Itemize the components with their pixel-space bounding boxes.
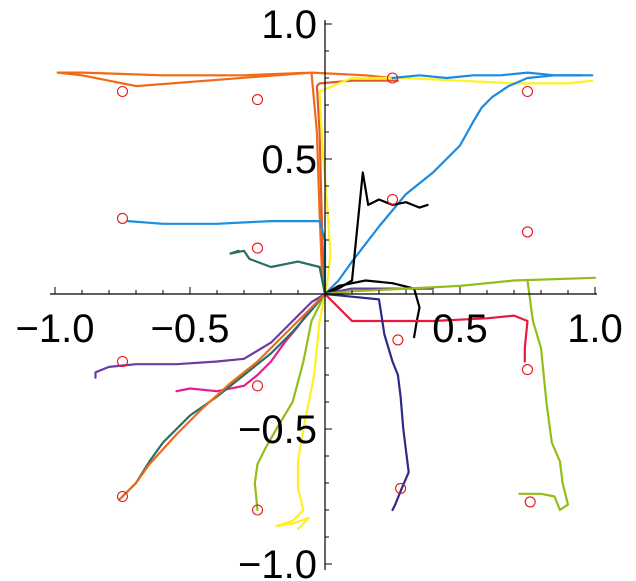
target-markers: [116, 72, 536, 516]
x-tick-label: 1.0: [567, 307, 623, 351]
y-tick-label: 0.5: [261, 138, 317, 182]
target-point: [251, 380, 264, 392]
target-point: [251, 242, 264, 254]
y-tick-label: −0.5: [238, 408, 317, 452]
target-point: [116, 490, 129, 503]
target-point: [521, 85, 534, 98]
target-point: [521, 226, 534, 238]
trajectory-line: [253, 292, 327, 512]
target-point: [386, 193, 399, 206]
trajectory-line: [118, 292, 327, 501]
trajectory-line: [518, 279, 570, 512]
trajectory-line: [315, 79, 399, 296]
trajectory-line: [94, 292, 327, 379]
trajectory-line: [323, 292, 529, 363]
trajectory-line: [323, 171, 429, 296]
target-point: [251, 94, 264, 106]
axis-tick-labels: −1.0 −0.5 0.5 1.0 1.0 0.5 −0.5 −1.0: [16, 3, 623, 581]
y-tick-label: −1.0: [238, 543, 317, 581]
target-point: [521, 364, 534, 376]
trajectory-line: [229, 249, 327, 296]
trajectory-line: [323, 279, 421, 339]
x-tick-label: −0.5: [151, 307, 230, 351]
trajectory-line: [275, 292, 327, 530]
target-point: [386, 72, 399, 84]
target-point: [251, 504, 264, 516]
target-point: [116, 212, 129, 224]
axis-ticks: [54, 23, 596, 565]
target-point: [524, 496, 536, 508]
target-point: [392, 334, 404, 346]
trajectory-line: [318, 76, 594, 296]
trajectory-line: [56, 71, 394, 296]
target-point: [395, 482, 407, 494]
trajectory-line: [323, 74, 594, 296]
x-tick-label: 0.5: [432, 307, 488, 351]
y-tick-label: 1.0: [261, 3, 317, 47]
target-point: [116, 355, 129, 368]
trajectory-line: [323, 292, 410, 512]
x-tick-label: −1.0: [16, 307, 95, 351]
target-point: [116, 85, 129, 98]
trajectory-traces: [56, 71, 597, 530]
trajectory-line: [391, 71, 583, 80]
trajectory-line: [126, 220, 327, 296]
